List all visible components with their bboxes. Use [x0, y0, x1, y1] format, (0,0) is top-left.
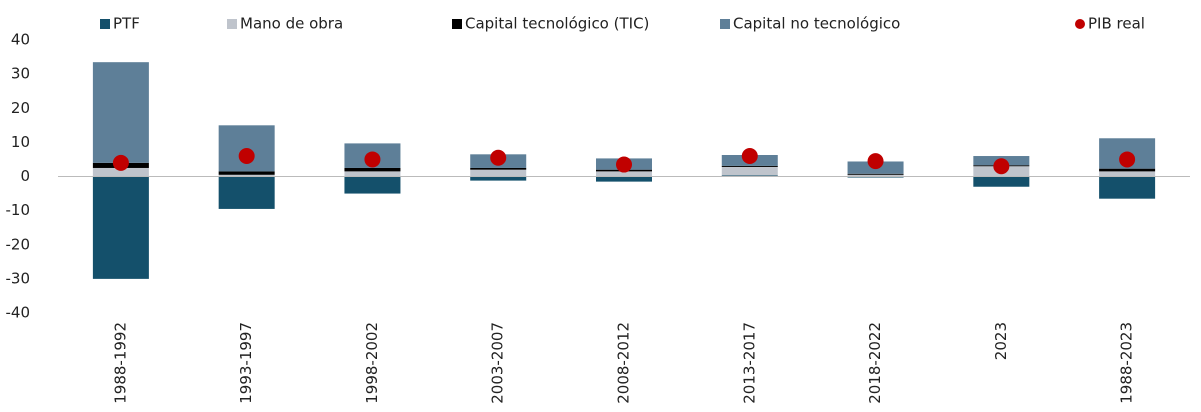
y-tick-label: 20: [11, 99, 30, 117]
legend-marker: [227, 19, 237, 29]
point: [616, 156, 632, 173]
legend-label: Capital no tecnológico: [733, 15, 900, 33]
y-tick-label: -10: [6, 201, 31, 219]
bar-segment: [470, 169, 527, 177]
bar-segment: [92, 62, 149, 163]
legend-marker: [452, 19, 462, 29]
x-tick-label: 2008-2012: [615, 322, 633, 404]
y-tick-label: 10: [11, 133, 30, 151]
legend-label: PIB real: [1088, 15, 1145, 33]
bar-segment: [92, 176, 149, 279]
x-tick-label: 2023: [992, 322, 1010, 360]
point: [112, 154, 129, 171]
point: [1119, 151, 1136, 168]
legend-label: Mano de obra: [240, 15, 343, 33]
bar-segment: [596, 171, 652, 177]
bar-segment: [344, 167, 401, 172]
legend-marker: [720, 19, 730, 29]
bar-segment: [218, 174, 275, 177]
x-tick-label: 2003-2007: [489, 322, 507, 404]
y-tick-label: -40: [6, 304, 31, 322]
point: [741, 148, 758, 165]
bar-segment: [470, 176, 527, 181]
x-tick-label: 1998-2002: [363, 322, 381, 404]
y-tick-label: -30: [6, 269, 31, 287]
legend-label: Capital tecnológico (TIC): [465, 15, 649, 33]
point: [364, 151, 381, 168]
x-tick-label: 1988-1992: [111, 322, 129, 404]
y-tick-label: 30: [11, 65, 30, 83]
bar-segment: [1099, 168, 1156, 172]
legend-marker: [1075, 19, 1085, 29]
bar-segment: [470, 167, 527, 170]
point: [993, 158, 1010, 175]
bar-segment: [847, 174, 904, 177]
bar-segment: [344, 171, 401, 177]
bar-segment: [1099, 176, 1156, 199]
bar-segment: [218, 176, 275, 209]
legend-label: PTF: [113, 15, 140, 33]
bar-segment: [92, 167, 149, 177]
bar-segment: [973, 176, 1030, 187]
bar-segment: [721, 175, 778, 177]
bar-segment: [218, 171, 275, 175]
y-tick-label: 0: [20, 167, 30, 185]
point: [490, 149, 507, 166]
point: [238, 148, 255, 165]
bar-segment: [721, 165, 778, 167]
bar-segment: [721, 166, 778, 176]
x-tick-label: 1993-1997: [237, 322, 255, 404]
bar-segment: [1099, 171, 1156, 177]
bar-segment: [847, 173, 904, 175]
point: [867, 153, 884, 170]
bar-segment: [596, 176, 652, 182]
bar-segment: [344, 176, 401, 194]
x-tick-label: 2013-2017: [740, 322, 758, 404]
y-tick-label: -20: [6, 235, 31, 253]
legend-marker: [100, 19, 110, 29]
bar-segment: [847, 176, 904, 178]
x-tick-label: 1988-2023: [1118, 322, 1136, 404]
x-tick-label: 2018-2022: [866, 322, 884, 404]
y-tick-label: 40: [11, 31, 30, 49]
